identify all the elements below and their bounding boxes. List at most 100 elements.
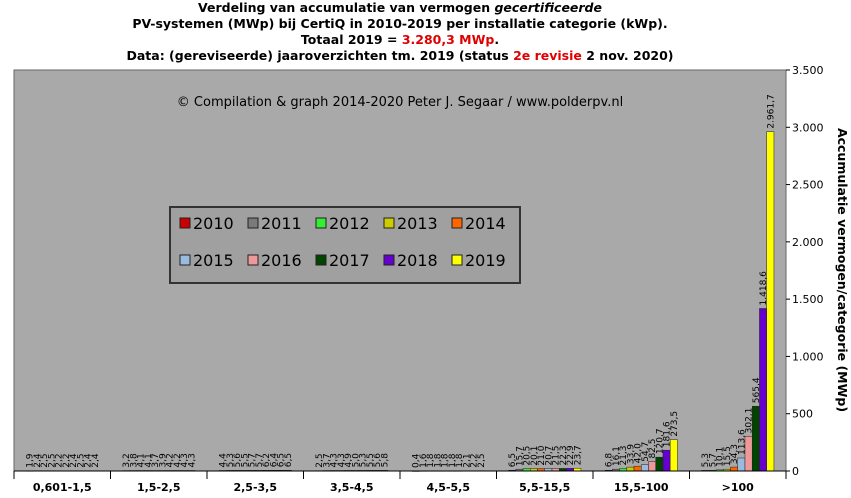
x-tick-label: 3,5-4,5 (330, 481, 374, 494)
legend-label: 2019 (465, 251, 506, 270)
data-label: 4,4 (219, 453, 229, 468)
data-label: 2,5 (76, 453, 86, 467)
data-label: 34,3 (730, 444, 740, 464)
legend-swatch (451, 217, 463, 229)
y-tick-label: 2.500 (792, 179, 824, 192)
title-part: 2 nov. 2020) (582, 48, 674, 63)
legend-swatch (383, 254, 395, 266)
data-label: 4,3 (337, 453, 347, 467)
legend-swatch (247, 254, 259, 266)
data-label: 4,1 (137, 453, 147, 467)
bar (641, 464, 649, 472)
data-label: 1,8 (433, 453, 443, 468)
data-label: 20,1 (530, 446, 540, 466)
data-label: 2,4 (33, 453, 43, 468)
data-label: 4,3 (330, 453, 340, 467)
data-label: 2.961,7 (766, 94, 776, 128)
x-tick-label: 4,5-5,5 (426, 481, 470, 494)
data-label: 5,3 (226, 453, 236, 467)
data-label: 6,4 (269, 453, 279, 468)
data-label: 2,5 (477, 453, 487, 467)
data-label: 5,3 (701, 453, 711, 467)
data-label: 20,5 (523, 446, 533, 466)
data-label: 5,7 (248, 453, 258, 467)
legend-swatch (315, 254, 327, 266)
y-tick-label: 1.500 (792, 293, 824, 306)
data-label: 3,7 (151, 453, 161, 467)
data-label: 2,4 (84, 453, 94, 468)
data-label: 4,9 (344, 453, 354, 468)
data-label: 2,4 (91, 453, 101, 468)
legend-swatch (383, 217, 395, 229)
data-label: 5,3 (359, 453, 369, 467)
title-part: gecertificeerde (494, 0, 602, 15)
data-label: 6,5 (508, 453, 518, 467)
y-tick-label: 500 (792, 408, 813, 421)
legend-label: 2015 (193, 251, 234, 270)
bar (730, 466, 739, 472)
bar (744, 436, 753, 472)
bar (751, 405, 760, 472)
bar (766, 131, 775, 472)
data-label: 6,5 (284, 453, 294, 467)
data-label: 1.418,6 (759, 271, 769, 306)
data-label: 1,8 (426, 453, 436, 468)
legend-swatch (247, 217, 259, 229)
data-label: 16,1 (612, 446, 622, 466)
data-label: 10,1 (716, 447, 726, 467)
title-part: PV-systemen (MWp) bij CertiQ in 2010-201… (132, 16, 667, 31)
data-label: 23,7 (573, 445, 583, 465)
legend-label: 2014 (465, 214, 506, 233)
x-tick-label: 15,5-100 (614, 481, 669, 494)
data-label: 1,8 (455, 453, 465, 468)
y-tick-label: 1.000 (792, 350, 824, 363)
y-tick-label: 2.000 (792, 236, 824, 249)
bar (633, 465, 642, 472)
data-label: 2,5 (47, 453, 57, 467)
data-label: 273,5 (670, 411, 680, 437)
legend-label: 2016 (261, 251, 302, 270)
data-label: 4,2 (173, 453, 183, 467)
title-line: Totaal 2019 = 3.280,3 MWp. (301, 32, 499, 47)
title-part: 3.280,3 MWp (402, 32, 495, 47)
data-label: 2,2 (62, 453, 72, 467)
legend-swatch (179, 254, 191, 266)
data-label: 6,5 (277, 453, 287, 467)
data-label: 5,0 (351, 453, 361, 468)
title-part: Verdeling van accumulatie van vermogen (198, 0, 494, 15)
legend-label: 2010 (193, 214, 234, 233)
legend-swatch (451, 254, 463, 266)
data-label: 302,1 (745, 408, 755, 434)
data-label: 5,6 (233, 453, 243, 468)
bar (662, 449, 671, 472)
title-part: Data: (gereviseerde) jaaroverzichten tm.… (126, 48, 513, 63)
title-line: PV-systemen (MWp) bij CertiQ in 2010-201… (132, 16, 667, 31)
data-label: 15,7 (515, 446, 525, 466)
data-label: 20,7 (544, 446, 554, 466)
data-label: 22,3 (559, 445, 569, 465)
legend-label: 2011 (261, 214, 302, 233)
data-label: 5,7 (708, 453, 718, 467)
data-label: 113,6 (737, 429, 747, 455)
data-label: 21,3 (619, 446, 629, 466)
data-label: 5,5 (240, 453, 250, 467)
data-label: 21,0 (537, 445, 547, 465)
data-label: 3,8 (129, 453, 139, 468)
data-label: 0,4 (412, 453, 422, 468)
data-label: 5,6 (373, 453, 383, 468)
data-label: 54,7 (641, 442, 651, 462)
data-label: 6,8 (605, 453, 615, 468)
title-part: 2e revisie (513, 48, 582, 63)
bar (648, 461, 656, 472)
data-label: 2,5 (315, 453, 325, 467)
title-part: Totaal 2019 = (301, 32, 402, 47)
x-tick-label: 0,601-1,5 (33, 481, 92, 494)
bar (759, 308, 767, 472)
legend-swatch (315, 217, 327, 229)
data-label: 565,4 (752, 377, 762, 403)
data-label: 3,7 (322, 453, 332, 467)
data-label: 1,9 (26, 453, 36, 468)
y-tick-label: 3.500 (792, 64, 824, 77)
data-label: 4,3 (187, 453, 197, 467)
